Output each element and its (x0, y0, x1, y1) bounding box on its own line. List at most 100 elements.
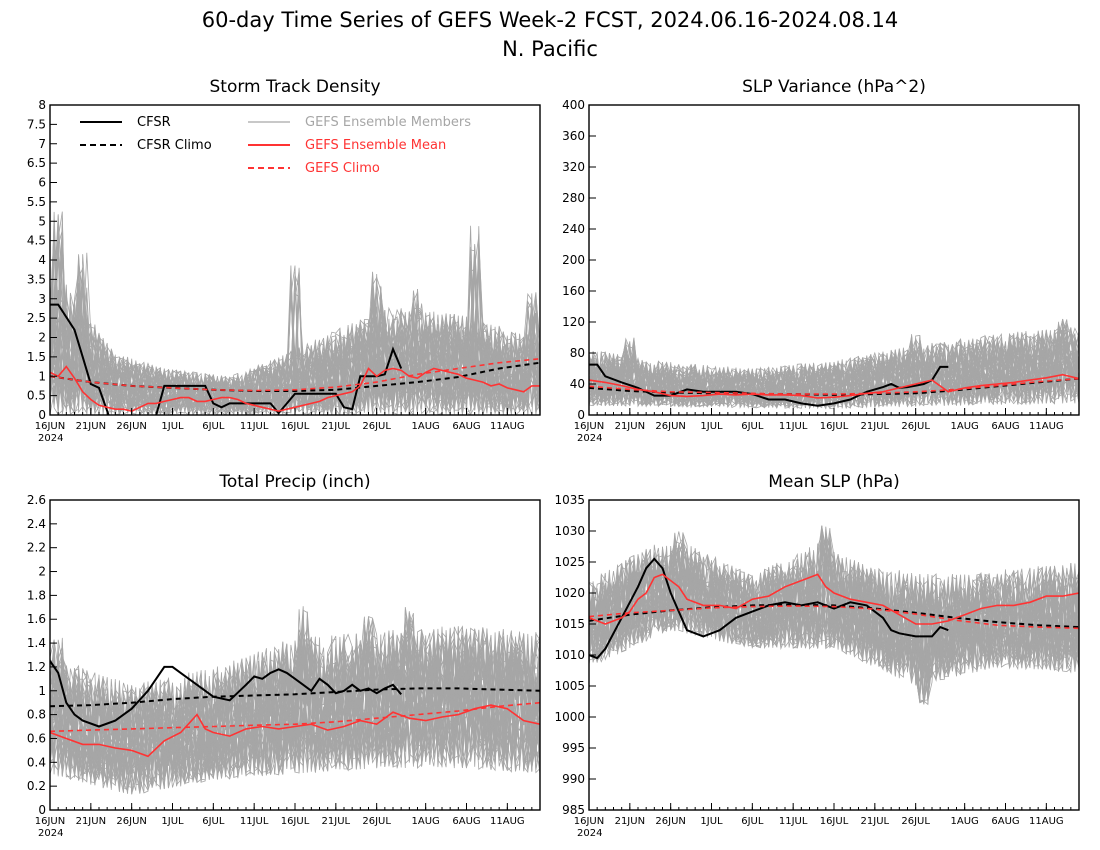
y-tick-label: 1025 (554, 555, 585, 569)
legend-label-cfsr-climo: CFSR Climo (137, 138, 212, 153)
y-tick-label: 1020 (554, 586, 585, 600)
y-tick-label: 4 (38, 253, 46, 267)
ensemble-member-line (50, 239, 540, 415)
y-tick-label: 1.6 (27, 612, 46, 626)
y-tick-label: 995 (562, 741, 585, 755)
series-mean-line (589, 573, 1079, 625)
x-tick-label: 6JUL (741, 816, 764, 827)
x-year-label: 2024 (38, 828, 63, 839)
y-tick-label: 3 (38, 292, 46, 306)
figure-title: 60-day Time Series of GEFS Week-2 FCST, … (202, 8, 899, 32)
series-gefs-climo-line (50, 358, 540, 392)
x-tick-label: 6AUG (452, 816, 480, 827)
x-tick-label: 21JUL (322, 816, 351, 827)
x-tick-label: 26JUN (655, 816, 685, 827)
x-tick-label: 26JUL (362, 421, 391, 432)
series-mean-line (50, 704, 540, 758)
x-tick-label: 6AUG (991, 421, 1019, 432)
y-tick-label: 6 (38, 176, 46, 190)
y-tick-label: 1.2 (27, 660, 46, 674)
y-tick-label: 80 (570, 346, 585, 360)
y-tick-label: 2.4 (27, 517, 46, 531)
plot-area (589, 318, 1079, 410)
x-tick-label: 26JUL (901, 421, 930, 432)
y-tick-label: 320 (562, 160, 585, 174)
x-tick-label: 26JUN (116, 816, 146, 827)
series-cfsr-line (50, 303, 403, 415)
y-tick-label: 1 (38, 369, 46, 383)
x-tick-label: 16JUN (35, 421, 65, 432)
y-tick-label: 0.2 (27, 779, 46, 793)
x-tick-label: 21JUL (861, 421, 890, 432)
y-tick-label: 1015 (554, 617, 585, 631)
ensemble-members (589, 525, 1079, 706)
y-tick-label: 1.4 (27, 636, 46, 650)
y-tick-label: 1010 (554, 648, 585, 662)
ensemble-member-line (50, 268, 540, 415)
y-tick-label: 1.5 (27, 350, 46, 364)
x-tick-label: 16JUN (574, 421, 604, 432)
series-cfsr-climo-line (50, 687, 540, 708)
y-tick-label: 0.8 (27, 708, 46, 722)
y-tick-label: 5.5 (27, 195, 46, 209)
panel-title: Storm Track Density (209, 77, 380, 97)
panel-mean-slp: Mean SLP (hPa) 985 990 995 1000 1005 1010 1015 1… (554, 472, 1080, 839)
x-tick-label: 21JUN (615, 421, 645, 432)
ensemble-member-line (589, 327, 1079, 408)
ensemble-member-line (589, 322, 1079, 408)
y-tick-label: 2 (38, 331, 46, 345)
y-tick-label: 0.4 (27, 755, 46, 769)
x-tick-label: 26JUL (901, 816, 930, 827)
x-tick-label: 1JUL (161, 421, 184, 432)
x-tick-label: 1JUL (700, 816, 723, 827)
plot-area (50, 606, 540, 795)
x-tick-label: 11JUL (779, 421, 808, 432)
x-tick-label: 1AUG (412, 421, 440, 432)
x-tick-label: 21JUN (76, 421, 106, 432)
x-tick-label: 16JUL (820, 421, 849, 432)
panel-title: Mean SLP (hPa) (768, 472, 900, 492)
x-tick-label: 1AUG (951, 421, 979, 432)
x-tick-label: 21JUN (76, 816, 106, 827)
y-tick-label: 1000 (554, 710, 585, 724)
panel-title: Total Precip (inch) (218, 472, 370, 492)
ensemble-member-line (50, 631, 540, 792)
ensemble-member-line (50, 226, 540, 415)
series-mean-line (589, 373, 1079, 399)
x-tick-label: 6JUL (202, 421, 225, 432)
panel-slp-variance: SLP Variance (hPa^2) 0 40 80 120 160 200 240 280… (562, 77, 1080, 444)
ensemble-member-line (589, 330, 1079, 409)
y-tick-label: 3.5 (27, 272, 46, 286)
ensemble-member-line (589, 537, 1079, 682)
x-tick-label: 11AUG (490, 421, 525, 432)
legend-label-gefs-climo: GEFS Climo (305, 161, 380, 176)
x-tick-label: 11JUL (779, 816, 808, 827)
x-tick-label: 6AUG (452, 421, 480, 432)
ensemble-member-line (50, 633, 540, 792)
ensemble-member-line (50, 253, 540, 415)
y-tick-label: 280 (562, 191, 585, 205)
y-tick-label: 0 (577, 408, 585, 422)
x-tick-label: 16JUL (281, 421, 310, 432)
y-tick-label: 0.6 (27, 731, 46, 745)
x-tick-label: 1JUL (700, 421, 723, 432)
ensemble-member-line (589, 548, 1079, 701)
ensemble-member-line (589, 539, 1079, 700)
y-tick-label: 1.8 (27, 588, 46, 602)
y-tick-label: 6.5 (27, 156, 46, 170)
ensemble-member-line (50, 628, 540, 791)
panel-storm-track-density: Storm Track Density 0 0.5 1 1.5 2 2.5 3 3.5 4 4.5 5… (27, 77, 541, 444)
figure-subtitle: N. Pacific (502, 37, 598, 61)
y-tick-label: 4.5 (27, 234, 46, 248)
y-tick-label: 400 (562, 98, 585, 112)
series-gefs-climo-line (589, 377, 1079, 395)
legend: CFSR CFSR Climo GEFS Ensemble Members GEFS … (80, 115, 471, 176)
x-tick-label: 16JUN (35, 816, 65, 827)
plot-area (50, 211, 540, 415)
y-tick-label: 7 (38, 137, 46, 151)
x-year-label: 2024 (577, 828, 602, 839)
legend-label-cfsr: CFSR (137, 115, 171, 130)
x-tick-label: 16JUN (574, 816, 604, 827)
y-tick-label: 2 (38, 565, 46, 579)
ensemble-member-line (589, 333, 1079, 410)
